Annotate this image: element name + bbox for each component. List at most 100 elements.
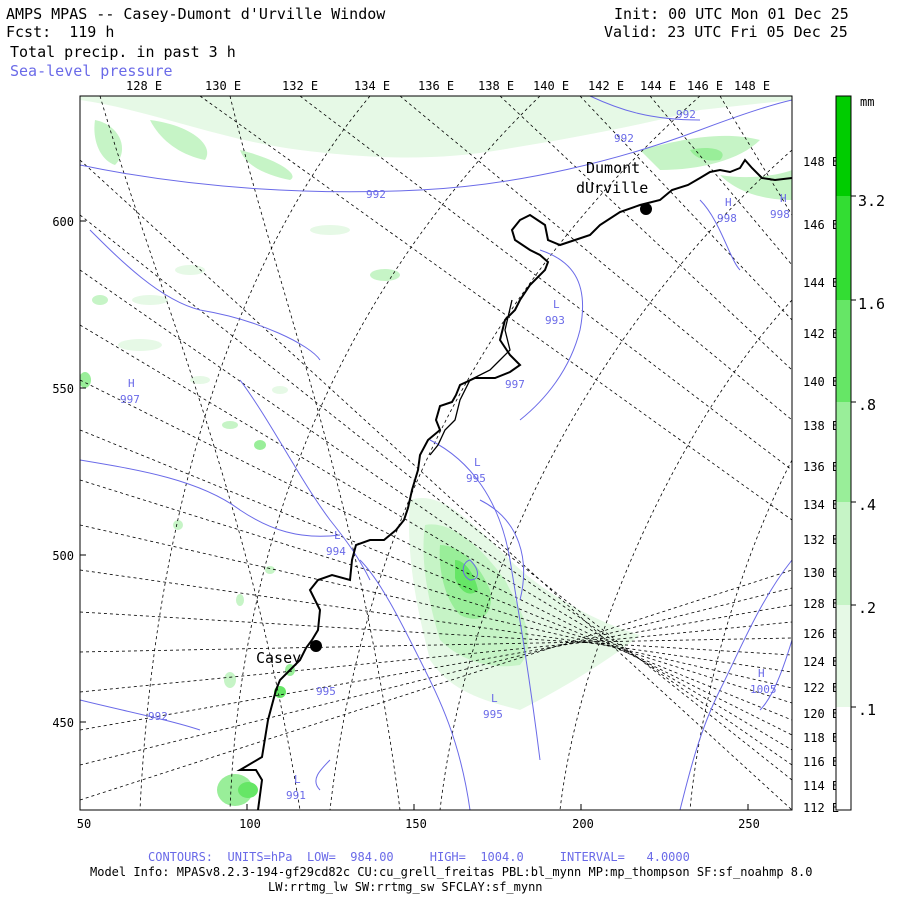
pressure-label: 997 [120, 393, 140, 406]
pressure-label: 992 [148, 710, 168, 723]
right-lon-label: 148 E [803, 155, 839, 169]
top-lon-label: 144 E [640, 79, 676, 93]
colorbar: mm 3.2 1.6 .8 .4 .2 .1 [835, 95, 885, 811]
coastline-inner [429, 299, 513, 456]
right-lon-label: 140 E [803, 375, 839, 389]
pressure-label: 995 [466, 472, 486, 485]
right-lon-label: 126 E [803, 627, 839, 641]
y-axis-label: 550 [52, 382, 74, 396]
low-marker: L [294, 773, 301, 786]
right-lon-label: 116 E [803, 755, 839, 769]
right-lon-label: 112 E [803, 801, 839, 815]
pressure-label: 998 [717, 212, 737, 225]
y-axis-label: 450 [52, 716, 74, 730]
top-lon-label: 130 E [205, 79, 241, 93]
x-axis-label: 150 [405, 817, 427, 831]
coastline [236, 158, 792, 810]
colorbar-bin [836, 300, 851, 402]
colorbar-bin [836, 605, 851, 707]
right-lon-label: 118 E [803, 731, 839, 745]
colorbar-label: .4 [858, 496, 876, 514]
high-marker: H [758, 667, 765, 680]
right-lon-label: 122 E [803, 681, 839, 695]
pressure-label: 997 [505, 378, 525, 391]
low-marker: L [491, 692, 498, 705]
map-title: AMPS MPAS -- Casey-Dumont d'Urville Wind… [6, 5, 386, 23]
model-info: Model Info: MPASv8.2.3-194-gf29cd82c CU:… [90, 865, 813, 879]
forecast-hour: Fcst: 119 h [6, 23, 115, 41]
field-name: Total precip. in past 3 h [10, 43, 236, 61]
colorbar-bin [836, 707, 851, 810]
axis-ticks [79, 220, 749, 810]
pressure-label: 992 [614, 132, 634, 145]
place-dumont: Dumont [586, 159, 640, 177]
overlay-name: Sea-level pressure [10, 62, 173, 80]
top-lon-label: 142 E [588, 79, 624, 93]
pressure-label: 993 [545, 314, 565, 327]
place-durville: dUrville [576, 179, 648, 197]
top-lon-label: 140 E [533, 79, 569, 93]
pressure-label: 995 [483, 708, 503, 721]
colorbar-bin [836, 502, 851, 605]
right-lon-label: 114 E [803, 779, 839, 793]
right-lon-label: 132 E [803, 533, 839, 547]
low-marker: L [553, 298, 560, 311]
pressure-contours [80, 96, 792, 810]
x-axis-label: 200 [572, 817, 594, 831]
top-lon-label: 134 E [354, 79, 390, 93]
top-lon-label: 132 E [282, 79, 318, 93]
right-lon-label: 136 E [803, 460, 839, 474]
init-time: Init: 00 UTC Mon 01 Dec 25 [614, 5, 849, 23]
top-lon-label: 128 E [126, 79, 162, 93]
high-marker: H [128, 377, 135, 390]
colorbar-label: 1.6 [858, 295, 885, 313]
pressure-label: 991 [286, 789, 306, 802]
colorbar-bin [836, 96, 851, 196]
x-axis-label: 50 [77, 817, 91, 831]
right-lon-label: 146 E [803, 218, 839, 232]
precip-shading [80, 96, 792, 806]
right-lon-label: 138 E [803, 419, 839, 433]
model-info-line2: LW:rrtmg_lw SW:rrtmg_sw SFCLAY:sf_mynn [268, 880, 543, 894]
low-marker: L [474, 456, 481, 469]
colorbar-label: .2 [858, 599, 876, 617]
y-axis-label: 500 [52, 549, 74, 563]
y-axis-label: 600 [52, 215, 74, 229]
pressure-label: 1005 [750, 683, 777, 696]
colorbar-label: .8 [858, 396, 876, 414]
x-axis-label: 100 [239, 817, 261, 831]
plot-background [80, 96, 792, 810]
right-lon-label: 130 E [803, 566, 839, 580]
colorbar-label: 3.2 [858, 192, 885, 210]
right-lon-label: 124 E [803, 655, 839, 669]
dumont-durville-marker [640, 203, 652, 215]
pressure-label: 992 [676, 108, 696, 121]
right-lon-label: 142 E [803, 327, 839, 341]
right-lon-label: 128 E [803, 597, 839, 611]
right-lon-label: 120 E [803, 707, 839, 721]
colorbar-unit: mm [860, 95, 874, 109]
valid-time: Valid: 23 UTC Fri 05 Dec 25 [604, 23, 848, 41]
colorbar-label: .1 [858, 701, 876, 719]
top-lon-label: 136 E [418, 79, 454, 93]
contour-info: CONTOURS: UNITS=hPa LOW= 984.00 HIGH= 10… [148, 850, 690, 864]
top-lon-label: 146 E [687, 79, 723, 93]
high-marker: H [780, 192, 787, 205]
colorbar-bin [836, 196, 851, 300]
right-lon-label: 144 E [803, 276, 839, 290]
pressure-label: 994 [326, 545, 346, 558]
high-marker: H [725, 196, 732, 209]
top-lon-label: 148 E [734, 79, 770, 93]
place-casey: Casey [256, 649, 301, 667]
casey-marker [310, 640, 322, 652]
pressure-label: 998 [770, 208, 790, 221]
low-marker: L [334, 529, 341, 542]
right-lon-label: 134 E [803, 498, 839, 512]
graticule [80, 96, 792, 810]
x-axis-label: 250 [738, 817, 760, 831]
plot-frame [79, 95, 793, 811]
pressure-label: 992 [366, 188, 386, 201]
colorbar-bin [836, 402, 851, 502]
pressure-label: 995 [316, 685, 336, 698]
